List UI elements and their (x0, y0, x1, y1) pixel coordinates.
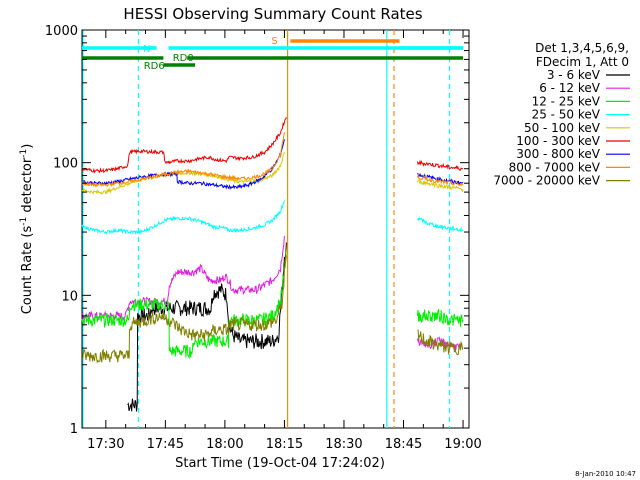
state-label-rd0: RD0 (173, 53, 194, 64)
legend-label-12-25-kev: 12 - 25 keV (532, 94, 601, 108)
time-markers (82, 30, 451, 428)
y-tick-label: 100 (53, 157, 78, 172)
legend-header-2: FDecim 1, Att 0 (536, 55, 629, 69)
y-axis-label: Count Rate (s-1 detector-1) (19, 144, 35, 315)
chart-title: HESSI Observing Summary Count Rates (123, 5, 422, 23)
series-after-gap-50-100-kev (416, 179, 464, 193)
legend-label-300-800-kev: 300 - 800 keV (516, 147, 600, 161)
legend-label-100-300-kev: 100 - 300 keV (516, 134, 600, 148)
plot-frame (81, 29, 470, 429)
x-tick-label: 19:00 (444, 437, 481, 452)
y-axis: 1 10 100 1000 (45, 24, 469, 437)
series-after-gap-12-25-kev (416, 309, 464, 327)
series-300-800-kev (81, 139, 285, 190)
legend-label-25-50-kev: 25 - 50 keV (532, 108, 601, 122)
series-50-100-kev (81, 152, 285, 195)
y-tick-label: 1 (70, 422, 78, 437)
x-tick-label: 17:45 (147, 437, 184, 452)
series-25-50-kev (81, 200, 285, 235)
legend: Det 1,3,4,5,6,9, FDecim 1, Att 0 3 - 6 k… (493, 41, 630, 188)
legend-label-3-6-kev: 3 - 6 keV (547, 68, 601, 82)
series-after-gap-100-300-kev (416, 159, 463, 171)
y-tick-label: 1000 (45, 24, 78, 39)
legend-label-800-7000-kev: 800 - 7000 keV (509, 160, 601, 174)
series-lines (81, 117, 464, 412)
legend-label-6-12-kev: 6 - 12 keV (539, 81, 601, 95)
legend-label-7000-20000-kev: 7000 - 20000 keV (493, 174, 600, 188)
series-800-7000-kev (81, 132, 285, 189)
x-axis-label: Start Time (19-Oct-04 17:24:02) (175, 456, 385, 471)
x-tick-label: 18:15 (266, 437, 303, 452)
legend-label-50-100-kev: 50 - 100 keV (524, 121, 601, 135)
series-after-gap-25-50-kev (416, 216, 464, 233)
x-tick-label: 18:45 (385, 437, 422, 452)
date-stamp: 8-Jan-2010 10:47 (575, 470, 636, 478)
state-label-n: N (143, 44, 150, 55)
x-tick-label: 17:30 (87, 437, 124, 452)
series-7000-20000-kev (81, 255, 287, 364)
series-6-12-kev (81, 235, 285, 322)
y-tick-label: 10 (61, 289, 78, 304)
series-100-300-kev (81, 117, 287, 174)
state-label-s: S (271, 36, 277, 47)
x-tick-label: 18:30 (325, 437, 362, 452)
legend-header-1: Det 1,3,4,5,6,9, (535, 41, 629, 55)
series-12-25-kev (81, 249, 287, 360)
x-axis: 17:30 17:45 18:00 18:15 18:30 18:45 19:00 (87, 30, 482, 452)
plot-area (81, 29, 470, 429)
state-label-rd6: RD6 (144, 61, 165, 72)
series-after-gap-800-7000-kev (416, 173, 464, 187)
state-bars: N S RD0 RD6 (82, 36, 464, 72)
series-after-gap-7000-20000-kev (417, 329, 464, 356)
series-3-6-kev (127, 242, 287, 412)
x-tick-label: 18:00 (206, 437, 243, 452)
